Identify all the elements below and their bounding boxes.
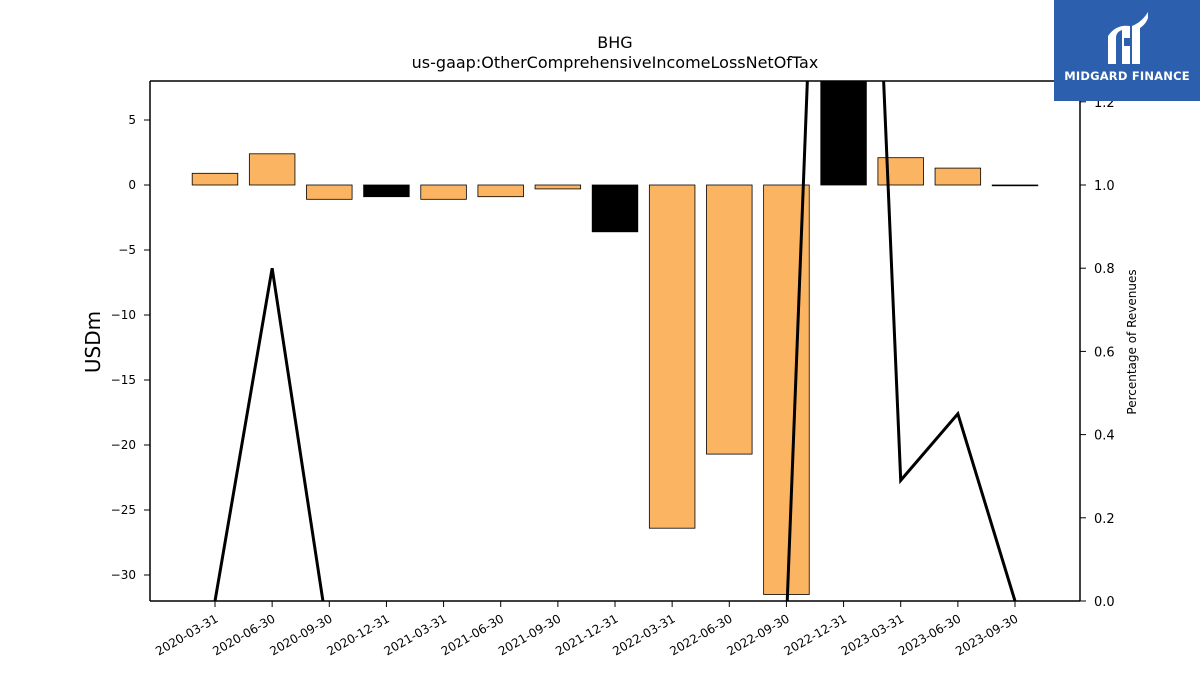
y2-tick-label: 1.0: [1094, 179, 1115, 194]
y2-tick-label: 0.8: [1094, 262, 1115, 277]
x-tick-label: 2021-09-30: [496, 611, 563, 658]
y2-axis-label: Percentage of Revenues: [1125, 269, 1139, 414]
x-tick-label: 2023-09-30: [953, 611, 1020, 658]
x-tick-label: 2022-06-30: [667, 611, 734, 658]
logo-text: MIDGARD FINANCE: [1064, 69, 1190, 83]
chart-subtitle: us-gaap:OtherComprehensiveIncomeLossNetO…: [412, 53, 819, 72]
y-tick-label: −5: [118, 243, 136, 257]
x-tick-label: 2020-12-31: [325, 611, 392, 658]
ratio-line: [213, 81, 1017, 601]
bar: [877, 157, 924, 186]
x-tick-label: 2020-03-31: [153, 611, 220, 658]
bar: [534, 184, 582, 190]
x-tick-label: 2022-03-31: [610, 611, 677, 658]
y2-tick-label: 0.6: [1094, 345, 1115, 360]
bar: [591, 184, 639, 233]
x-tick-label: 2022-12-31: [782, 611, 849, 658]
x-tick-label: 2020-06-30: [210, 611, 277, 658]
bar: [934, 167, 982, 186]
x-tick-label: 2023-03-31: [839, 611, 906, 658]
x-tick-label: 2020-09-30: [267, 611, 334, 658]
bar: [477, 184, 524, 198]
bar: [648, 184, 696, 529]
x-tick-label: 2021-03-31: [382, 611, 449, 658]
bar: [820, 81, 867, 186]
x-tick-label: 2021-12-31: [553, 611, 620, 658]
y-tick-label: 5: [128, 113, 136, 127]
y-tick-label: −30: [111, 568, 136, 582]
y-tick-label: −10: [111, 308, 136, 322]
midgard-finance-logo: MIDGARD FINANCE: [1054, 0, 1200, 101]
y-tick-label: 0: [128, 178, 136, 192]
y-axis-label: USDm: [81, 311, 105, 373]
y2-tick-label: 0.2: [1094, 512, 1115, 527]
x-tick-label: 2023-06-30: [896, 611, 963, 658]
x-tick-label: 2021-06-30: [439, 611, 506, 658]
bar: [420, 184, 467, 200]
bar: [306, 184, 353, 200]
bar: [706, 184, 753, 455]
bar-series: [191, 81, 1039, 595]
x-tick-label: 2022-09-30: [725, 611, 792, 658]
y-tick-label: −20: [111, 438, 136, 452]
bar: [191, 172, 239, 186]
y2-tick-label: 0.4: [1094, 429, 1115, 444]
bar: [363, 184, 410, 198]
line-series: [213, 81, 1017, 601]
y2-tick-label: 0.0: [1094, 595, 1115, 610]
logo-mark-icon: [1108, 12, 1148, 64]
bar: [991, 184, 1039, 187]
bar: [248, 153, 296, 186]
chart-title: BHG: [597, 33, 632, 52]
y-tick-label: −25: [111, 503, 136, 517]
y-tick-label: −15: [111, 373, 136, 387]
